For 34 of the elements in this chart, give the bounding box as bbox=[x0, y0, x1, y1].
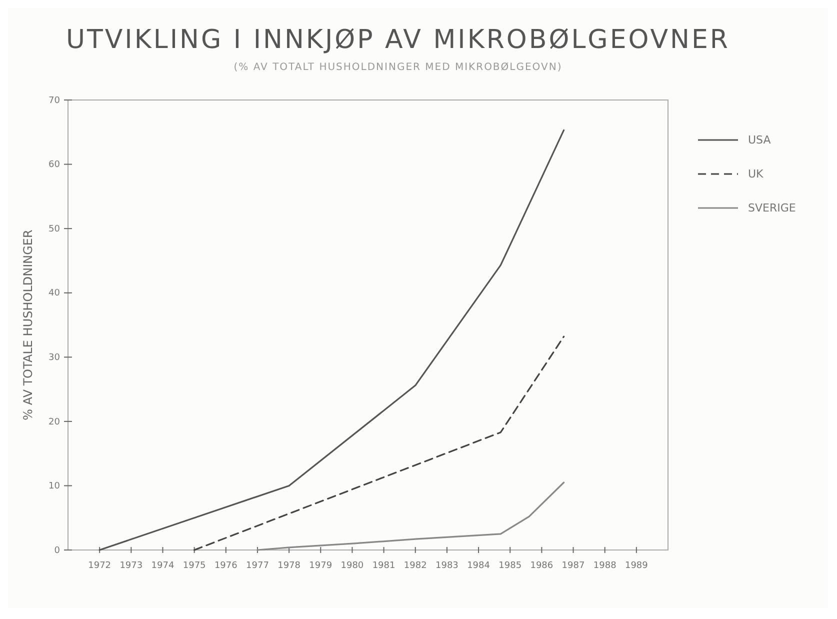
x-tick-label: 1974 bbox=[151, 561, 174, 571]
y-tick-label: 50 bbox=[48, 224, 60, 234]
legend-label: SVERIGE bbox=[748, 202, 796, 215]
line-series bbox=[256, 482, 565, 551]
x-tick-label: 1973 bbox=[120, 561, 143, 571]
chart-subtitle: (% AV TOTALT HUSHOLDNINGER MED MIKROBØLGEOVN) bbox=[234, 62, 562, 73]
x-tick-label: 1982 bbox=[404, 561, 427, 571]
legend-label: USA bbox=[748, 134, 772, 147]
legend-label: UK bbox=[748, 168, 764, 181]
x-tick-label: 1972 bbox=[88, 561, 112, 571]
x-tick-label: 1985 bbox=[498, 561, 522, 571]
y-tick-label: 20 bbox=[48, 417, 60, 428]
y-tick-label: 40 bbox=[48, 288, 60, 299]
x-tick-label: 1987 bbox=[562, 561, 585, 571]
x-tick-label: 1989 bbox=[624, 561, 648, 571]
line-series bbox=[98, 129, 565, 551]
x-tick-label: 1976 bbox=[214, 561, 238, 571]
y-tick-label: 10 bbox=[48, 482, 60, 492]
x-tick-label: 1986 bbox=[530, 561, 554, 571]
y-tick-label: 30 bbox=[48, 353, 60, 364]
x-tick-label: 1977 bbox=[246, 561, 269, 571]
x-tick-label: 1983 bbox=[435, 561, 458, 571]
y-tick-label: 60 bbox=[48, 160, 60, 170]
y-tick-label: 70 bbox=[48, 96, 60, 106]
y-tick-label: 0 bbox=[54, 546, 60, 556]
chart-title: UTVIKLING I INNKJØP AV MIKROBØLGEOVNER bbox=[66, 25, 730, 55]
x-tick-label: 1980 bbox=[340, 561, 364, 571]
y-axis-title: % AV TOTALE HUSHOLDNINGER bbox=[21, 230, 35, 420]
x-tick-label: 1975 bbox=[182, 561, 206, 571]
x-tick-label: 1979 bbox=[309, 561, 332, 571]
x-tick-label: 1984 bbox=[467, 561, 490, 571]
x-tick-label: 1978 bbox=[278, 561, 301, 571]
x-tick-label: 1988 bbox=[593, 561, 617, 571]
x-tick-label: 1981 bbox=[372, 561, 396, 571]
